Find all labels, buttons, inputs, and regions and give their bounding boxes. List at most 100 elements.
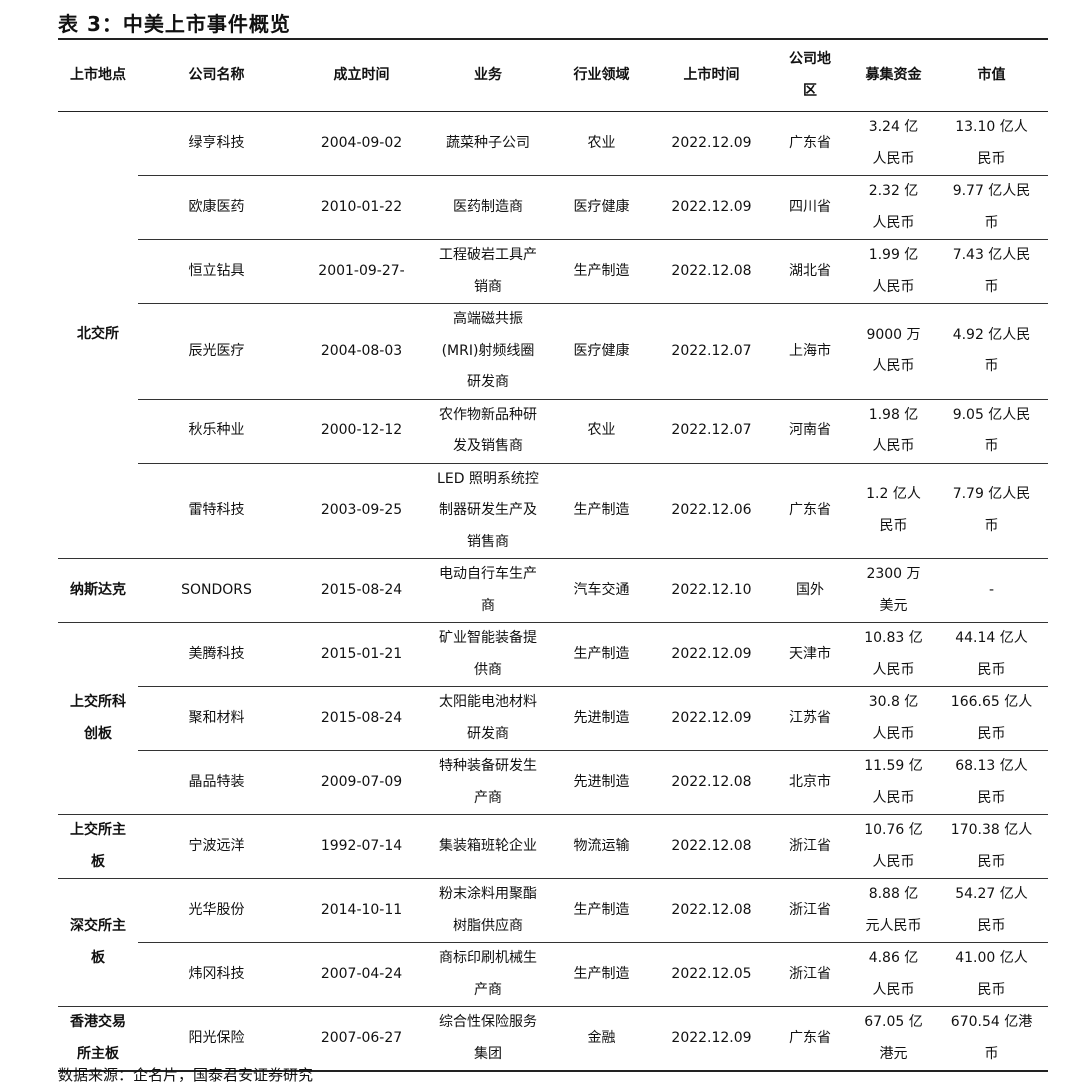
cell-company-name: 恒立钻具 <box>138 239 295 304</box>
cell-funds-raised: 10.83 亿 人民币 <box>852 622 935 687</box>
cell-listing-date: 2022.12.09 <box>655 686 768 751</box>
cell-funds-raised: 67.05 亿 港元 <box>852 1006 935 1072</box>
cell-listing-venue: 香港交易 所主板 <box>58 1006 138 1072</box>
cell-market-value: 670.54 亿港 币 <box>935 1006 1048 1072</box>
cell-founded-date: 2015-08-24 <box>295 686 428 751</box>
cell-listing-date: 2022.12.08 <box>655 239 768 304</box>
cell-company-name: SONDORS <box>138 558 295 623</box>
cell-region: 广东省 <box>768 463 852 559</box>
cell-founded-date: 2004-09-02 <box>295 111 428 176</box>
cell-industry: 生产制造 <box>548 942 655 1007</box>
table-title: 表 3：中美上市事件概览 <box>58 12 291 36</box>
cell-industry: 汽车交通 <box>548 558 655 623</box>
cell-business: 商标印刷机械生 产商 <box>428 942 548 1007</box>
cell-founded-date: 2007-04-24 <box>295 942 428 1007</box>
cell-funds-raised: 1.99 亿 人民币 <box>852 239 935 304</box>
table-row: 纳斯达克 SONDORS 2015-08-24 电动自行车生产 商汽车交通 2022.1… <box>58 558 1048 623</box>
cell-listing-date: 2022.12.07 <box>655 399 768 464</box>
cell-listing-date: 2022.12.09 <box>655 111 768 176</box>
cell-funds-raised: 10.76 亿 人民币 <box>852 814 935 879</box>
cell-funds-raised: 1.2 亿人 民币 <box>852 463 935 559</box>
header-funds-raised: 募集资金 <box>852 39 935 112</box>
cell-founded-date: 2015-01-21 <box>295 622 428 687</box>
cell-market-value: - <box>935 558 1048 623</box>
cell-industry: 农业 <box>548 399 655 464</box>
cell-listing-venue: 上交所主 板 <box>58 814 138 879</box>
cell-business: 电动自行车生产 商 <box>428 558 548 623</box>
cell-industry: 生产制造 <box>548 622 655 687</box>
cell-business: 蔬菜种子公司 <box>428 111 548 176</box>
cell-company-name: 光华股份 <box>138 878 295 943</box>
cell-business: 太阳能电池材料 研发商 <box>428 686 548 751</box>
cell-founded-date: 2004-08-03 <box>295 303 428 400</box>
cell-company-name: 宁波远洋 <box>138 814 295 879</box>
cell-industry: 生产制造 <box>548 463 655 559</box>
cell-region: 江苏省 <box>768 686 852 751</box>
cell-founded-date: 2009-07-09 <box>295 750 428 815</box>
cell-region: 广东省 <box>768 1006 852 1072</box>
cell-funds-raised: 11.59 亿 人民币 <box>852 750 935 815</box>
source-note: 数据来源：企名片，国泰君安证券研究 <box>58 1066 314 1084</box>
cell-company-name: 雷特科技 <box>138 463 295 559</box>
cell-funds-raised: 30.8 亿 人民币 <box>852 686 935 751</box>
cell-founded-date: 2003-09-25 <box>295 463 428 559</box>
cell-listing-venue: 上交所科 创板 <box>58 622 138 815</box>
cell-business: 工程破岩工具产 销商 <box>428 239 548 304</box>
cell-industry: 先进制造 <box>548 750 655 815</box>
cell-funds-raised: 2.32 亿 人民币 <box>852 175 935 240</box>
cell-funds-raised: 3.24 亿 人民币 <box>852 111 935 176</box>
cell-listing-date: 2022.12.09 <box>655 1006 768 1072</box>
cell-market-value: 13.10 亿人 民币 <box>935 111 1048 176</box>
table-row: 欧康医药 2010-01-22 医药制造商 医疗健康 2022.12.09 四川省 2.32… <box>58 175 1048 240</box>
cell-region: 天津市 <box>768 622 852 687</box>
table-row: 北交所 绿亨科技 2004-09-02 蔬菜种子公司 农业 2022.12.09 广东省 3.… <box>58 111 1048 559</box>
cell-funds-raised: 8.88 亿 元人民币 <box>852 878 935 943</box>
cell-funds-raised: 4.86 亿 人民币 <box>852 942 935 1007</box>
cell-market-value: 166.65 亿人 民币 <box>935 686 1048 751</box>
cell-industry: 先进制造 <box>548 686 655 751</box>
cell-funds-raised: 1.98 亿 人民币 <box>852 399 935 464</box>
header-business: 业务 <box>428 39 548 112</box>
cell-listing-date: 2022.12.09 <box>655 175 768 240</box>
cell-company-name: 晶品特装 <box>138 750 295 815</box>
cell-industry: 农业 <box>548 111 655 176</box>
cell-founded-date: 2010-01-22 <box>295 175 428 240</box>
cell-industry: 医疗健康 <box>548 175 655 240</box>
cell-market-value: 7.79 亿人民 币 <box>935 463 1048 559</box>
table-row: 秋乐种业 2000-12-12 农作物新品种研 发及销售商 农业 2022.12.07 河… <box>58 399 1048 464</box>
cell-market-value: 7.43 亿人民 币 <box>935 239 1048 304</box>
header-row: 上市地点 公司名称 成立时间 业务 行业领域 上市时间 公司地 区募集资金 市值 <box>58 39 1048 112</box>
header-listing-venue: 上市地点 <box>58 39 138 112</box>
cell-region: 四川省 <box>768 175 852 240</box>
table-row: 恒立钻具 2001-09-27- 工程破岩工具产 销商 生产制造 2022.12.08 湖… <box>58 239 1048 304</box>
cell-company-name: 欧康医药 <box>138 175 295 240</box>
cell-market-value: 9.77 亿人民 币 <box>935 175 1048 240</box>
cell-listing-date: 2022.12.08 <box>655 878 768 943</box>
cell-founded-date: 2014-10-11 <box>295 878 428 943</box>
cell-listing-date: 2022.12.10 <box>655 558 768 623</box>
cell-industry: 金融 <box>548 1006 655 1072</box>
cell-company-name: 美腾科技 <box>138 622 295 687</box>
cell-region: 浙江省 <box>768 942 852 1007</box>
cell-founded-date: 2015-08-24 <box>295 558 428 623</box>
cell-listing-venue: 深交所主 板 <box>58 878 138 1007</box>
cell-founded-date: 1992-07-14 <box>295 814 428 879</box>
cell-business: 医药制造商 <box>428 175 548 240</box>
cell-founded-date: 2001-09-27- <box>295 239 428 304</box>
cell-founded-date: 2000-12-12 <box>295 399 428 464</box>
cell-business: 农作物新品种研 发及销售商 <box>428 399 548 464</box>
cell-business: 矿业智能装备提 供商 <box>428 622 548 687</box>
ipo-events-table: 上市地点 公司名称 成立时间 业务 行业领域 上市时间 公司地 区募集资金 市值 北交所 绿亨科… <box>58 38 1048 1072</box>
cell-region: 北京市 <box>768 750 852 815</box>
cell-company-name: 聚和材料 <box>138 686 295 751</box>
cell-region: 湖北省 <box>768 239 852 304</box>
cell-company-name: 炜冈科技 <box>138 942 295 1007</box>
table-row: 聚和材料 2015-08-24 太阳能电池材料 研发商 先进制造 2022.12.09 江… <box>58 686 1048 751</box>
cell-industry: 生产制造 <box>548 239 655 304</box>
cell-listing-date: 2022.12.06 <box>655 463 768 559</box>
cell-listing-date: 2022.12.07 <box>655 303 768 400</box>
table-row: 上交所科 创板 美腾科技 2015-01-21 矿业智能装备提 供商 生产制造 2022.… <box>58 622 1048 815</box>
cell-region: 浙江省 <box>768 878 852 943</box>
cell-business: LED 照明系统控 制器研发生产及 销售商 <box>428 463 548 559</box>
cell-listing-date: 2022.12.09 <box>655 622 768 687</box>
